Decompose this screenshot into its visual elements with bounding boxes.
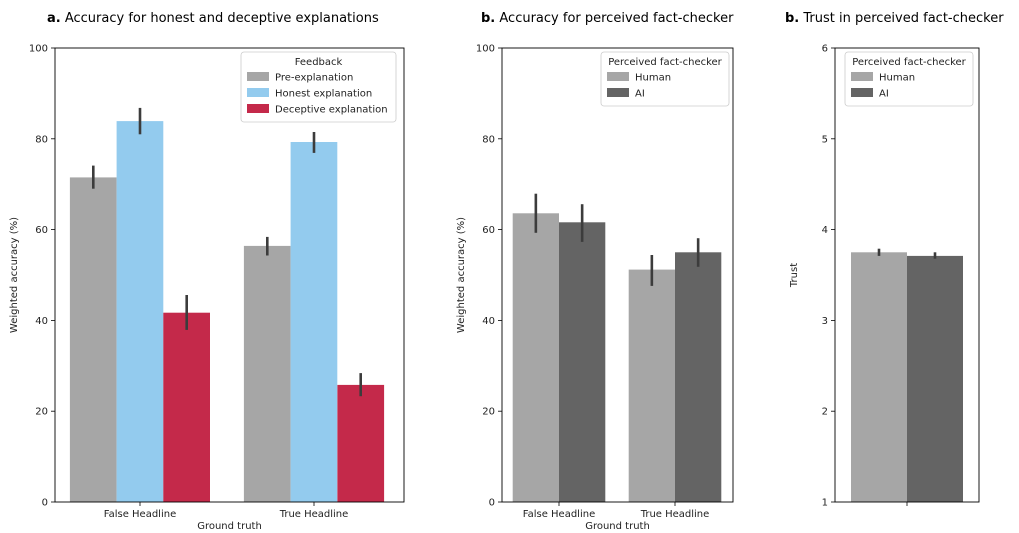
x-tick-label: False Headline bbox=[104, 509, 176, 520]
y-tick-label: 80 bbox=[35, 134, 48, 145]
y-tick-label: 3 bbox=[822, 316, 828, 327]
chart-title: b. Accuracy for perceived fact-checker bbox=[481, 11, 734, 26]
legend-swatch-human bbox=[851, 72, 873, 81]
bar-human-2 bbox=[628, 269, 675, 502]
panel-letter: a. bbox=[47, 11, 61, 26]
y-tick-label: 6 bbox=[822, 44, 828, 55]
y-tick-label: 1 bbox=[822, 498, 828, 509]
y-tick-label: 4 bbox=[822, 225, 828, 236]
y-axis-label: Weighted accuracy (%) bbox=[9, 217, 20, 333]
legend: Feedback Pre-explanation Honest explanatio… bbox=[240, 51, 397, 123]
bar-ai-1 bbox=[559, 222, 606, 503]
y-tick-label: 40 bbox=[35, 316, 48, 327]
y-tick-label: 20 bbox=[482, 407, 495, 418]
legend: Perceived fact-checker Human AI bbox=[844, 51, 974, 107]
y-tick-label: 60 bbox=[35, 225, 48, 236]
chart-title: a. Accuracy for honest and deceptive exp… bbox=[47, 11, 379, 26]
y-tick-label: 0 bbox=[42, 498, 48, 509]
legend-label-ai: AI bbox=[879, 89, 889, 100]
y-tick-label: 2 bbox=[822, 407, 828, 418]
x-tick-label: True Headline bbox=[279, 509, 349, 520]
legend-label-deceptive-explanation: Deceptive explanation bbox=[275, 105, 388, 116]
chart-panel-1: a. Accuracy for honest and deceptive exp… bbox=[9, 11, 405, 532]
legend-label-pre-explanation: Pre-explanation bbox=[275, 73, 353, 84]
bar-deceptive-explanation-2 bbox=[337, 384, 385, 502]
legend-swatch-ai bbox=[851, 88, 873, 97]
legend-label-ai: AI bbox=[635, 89, 645, 100]
legend-label-human: Human bbox=[879, 73, 915, 84]
y-tick-label: 100 bbox=[29, 44, 48, 55]
legend-title: Perceived fact-checker bbox=[608, 57, 722, 68]
panel-letter: b. bbox=[785, 11, 799, 26]
title-text: Trust in perceived fact-checker bbox=[799, 11, 1004, 26]
y-tick-label: 40 bbox=[482, 316, 495, 327]
title-text: Accuracy for honest and deceptive explan… bbox=[61, 11, 379, 26]
y-axis-label: Trust bbox=[789, 263, 800, 288]
legend-swatch-pre-explanation bbox=[247, 72, 269, 81]
chart-panel-2: b. Accuracy for perceived fact-checker 0 2… bbox=[456, 11, 734, 532]
y-tick-label: 60 bbox=[482, 225, 495, 236]
y-tick-label: 80 bbox=[482, 134, 495, 145]
legend-swatch-deceptive-explanation bbox=[247, 104, 269, 113]
chart-title: b. Trust in perceived fact-checker bbox=[785, 11, 1004, 26]
y-tick-label: 5 bbox=[822, 134, 828, 145]
legend-label-honest-explanation: Honest explanation bbox=[275, 89, 372, 100]
x-tick-label: False Headline bbox=[523, 509, 595, 520]
legend-label-human: Human bbox=[635, 73, 671, 84]
legend-swatch-ai bbox=[607, 88, 629, 97]
bar-human-1 bbox=[512, 213, 559, 503]
legend-swatch-honest-explanation bbox=[247, 88, 269, 97]
bar-pre-explanation-2 bbox=[243, 245, 291, 502]
legend-swatch-human bbox=[607, 72, 629, 81]
legend-title: Perceived fact-checker bbox=[852, 57, 966, 68]
legend-box bbox=[600, 51, 730, 107]
x-axis-label: Ground truth bbox=[585, 521, 650, 532]
bar-honest-explanation-1 bbox=[116, 121, 164, 502]
bar-human-1 bbox=[851, 252, 907, 502]
y-axis-label: Weighted accuracy (%) bbox=[456, 217, 467, 333]
legend: Perceived fact-checker Human AI bbox=[600, 51, 730, 107]
legend-title: Feedback bbox=[295, 57, 343, 68]
bar-ai-2 bbox=[675, 252, 722, 502]
chart-panel-3: b. Trust in perceived fact-checker 1 2 3 4 5 6… bbox=[785, 11, 1004, 509]
axes-frame bbox=[501, 47, 734, 503]
legend-box bbox=[844, 51, 974, 107]
panel-letter: b. bbox=[481, 11, 495, 26]
y-tick-label: 100 bbox=[476, 44, 495, 55]
title-text: Accuracy for perceived fact-checker bbox=[495, 11, 734, 26]
x-axis-label: Ground truth bbox=[197, 521, 262, 532]
legend-box bbox=[240, 51, 397, 123]
axes-frame bbox=[54, 47, 405, 503]
bar-ai-1 bbox=[907, 255, 963, 502]
y-tick-label: 20 bbox=[35, 407, 48, 418]
bar-honest-explanation-2 bbox=[290, 142, 338, 502]
bar-deceptive-explanation-1 bbox=[163, 312, 210, 502]
bar-pre-explanation-1 bbox=[69, 177, 117, 502]
y-tick-label: 0 bbox=[489, 498, 495, 509]
x-tick-label: True Headline bbox=[640, 509, 710, 520]
